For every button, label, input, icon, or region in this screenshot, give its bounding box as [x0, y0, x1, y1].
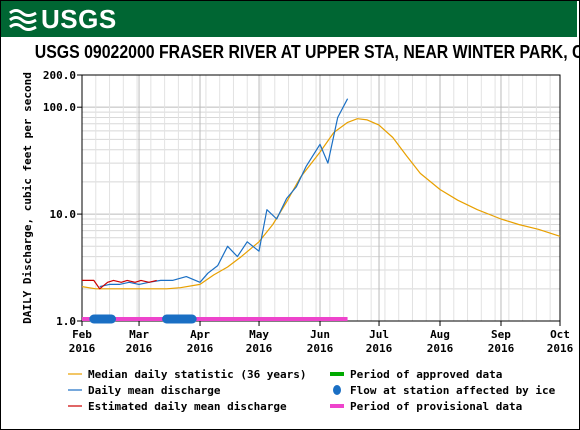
y-axis-label: DAILY Discharge, cubic feet per second — [21, 72, 34, 324]
legend-label: Estimated daily mean discharge — [88, 400, 287, 413]
legend-label: Period of provisional data — [350, 400, 522, 413]
legend-item: Period of provisional data — [330, 400, 522, 413]
x-tick-year: 2016 — [187, 342, 214, 355]
x-tick-month: Jun — [310, 328, 330, 341]
x-tick-year: 2016 — [366, 342, 393, 355]
y-tick-label: 10.0 — [50, 208, 77, 221]
x-tick-year: 2016 — [69, 342, 96, 355]
chart-title: USGS 09022000 FRASER RIVER AT UPPER STA,… — [34, 42, 580, 62]
x-tick-year: 2016 — [307, 342, 334, 355]
legend-label: Flow at station affected by ice — [350, 384, 556, 397]
x-tick-month: Mar — [129, 328, 149, 341]
legend-item: Estimated daily mean discharge — [68, 400, 287, 413]
x-tick-month: Sep — [491, 328, 511, 341]
daily-mean-line — [99, 98, 349, 288]
x-tick-month: Apr — [190, 328, 210, 341]
usgs-logo-text: USGS — [41, 3, 117, 34]
x-tick-month: May — [249, 328, 269, 341]
usgs-banner: USGS — [1, 1, 577, 37]
legend-label: Daily mean discharge — [88, 384, 221, 397]
legend-swatch-ice-icon — [333, 385, 341, 395]
legend-item: Flow at station affected by ice — [333, 384, 556, 397]
x-tick-month: Feb — [72, 328, 92, 341]
x-tick-year: 2016 — [427, 342, 454, 355]
x-tick-year: 2016 — [246, 342, 273, 355]
legend-label: Period of approved data — [350, 368, 502, 381]
legend-label: Median daily statistic (36 years) — [88, 368, 307, 381]
legend-item: Period of approved data — [330, 368, 502, 381]
x-tick-month: Jul — [369, 328, 389, 341]
x-tick-month: Aug — [430, 328, 450, 341]
x-tick-year: 2016 — [488, 342, 515, 355]
x-tick-year: 2016 — [547, 342, 574, 355]
x-tick-year: 2016 — [126, 342, 153, 355]
usgs-wave-icon — [9, 9, 37, 31]
estimated-line — [82, 279, 157, 290]
y-tick-label: 1.0 — [56, 315, 76, 328]
y-tick-label: 200.0 — [43, 69, 76, 82]
usgs-logo: USGS — [9, 4, 117, 34]
median-line — [81, 118, 561, 290]
legend-item: Daily mean discharge — [68, 384, 221, 397]
y-tick-label: 100.0 — [43, 101, 76, 114]
x-tick-month: Oct — [550, 328, 570, 341]
legend-item: Median daily statistic (36 years) — [68, 368, 307, 381]
